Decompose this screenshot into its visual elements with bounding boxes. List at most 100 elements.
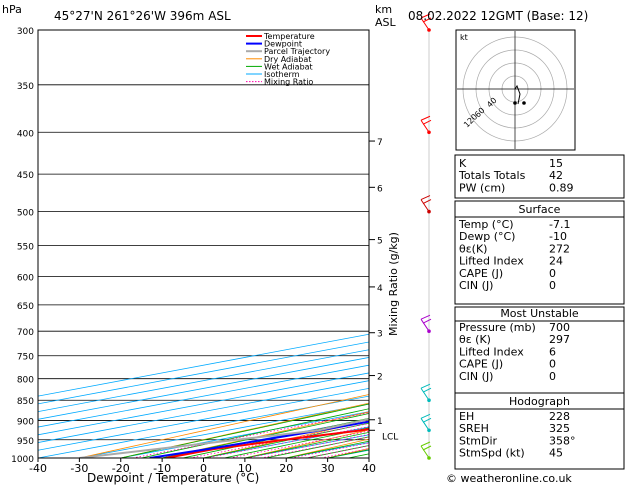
most-unstable-row-value: 6 — [549, 345, 556, 358]
legend-entry: Mixing Ratio — [264, 78, 313, 87]
x-tick-label: -30 — [70, 462, 88, 475]
surface-row-label: θε(K) — [459, 242, 487, 255]
km-tick-label: 5 — [377, 237, 383, 247]
index-row-value: 0.89 — [549, 181, 574, 194]
most-unstable-row-label: Lifted Index — [459, 345, 524, 358]
pressure-tick-label: 750 — [17, 353, 34, 363]
wind-barb-staff — [420, 119, 430, 133]
wind-barb-staff — [420, 199, 430, 212]
wind-barb-flag — [420, 413, 431, 419]
indices-box — [454, 154, 625, 199]
legend-entry: Dewpoint — [264, 40, 302, 49]
pressure-tick-label: 550 — [17, 242, 34, 252]
surface-row-label: Lifted Index — [459, 255, 524, 268]
pressure-tick-label: 850 — [17, 397, 34, 407]
axes: 3003504004505005506006507007508008509009… — [11, 27, 398, 475]
wet-adiabat-line — [162, 413, 369, 458]
pressure-unit: hPa — [2, 3, 22, 16]
most-unstable-title: Most Unstable — [500, 307, 579, 320]
km-unit: km — [375, 3, 392, 16]
hodograph-table-row-label: StmDir — [459, 434, 498, 447]
isotherm-line — [38, 341, 369, 405]
isotherm-line — [38, 333, 369, 397]
most-unstable-row-label: θε (K) — [459, 333, 491, 346]
most-unstable-row-value: 0 — [549, 370, 556, 383]
surface-row-value: 0 — [549, 279, 556, 292]
surface-row-value: 272 — [549, 242, 570, 255]
x-tick-label: 0 — [200, 462, 207, 475]
index-row-value: 42 — [549, 169, 563, 182]
wind-barb-flag — [420, 441, 431, 447]
lcl-label: LCL — [382, 432, 398, 442]
pressure-tick-label: 600 — [17, 273, 34, 283]
km-tick-label: 6 — [377, 184, 383, 194]
hodograph-table-row-value: 325 — [549, 422, 570, 435]
wind-barb-flag — [422, 119, 432, 125]
isotherm-line — [38, 357, 369, 420]
legend-entry: Wet Adiabat — [264, 62, 313, 71]
wind-barb-staff — [420, 418, 430, 431]
hodograph-table-title: Hodograph — [509, 395, 570, 408]
surface-row-label: CAPE (J) — [459, 267, 503, 280]
pressure-tick-label: 450 — [17, 171, 34, 181]
most-unstable-row-label: CAPE (J) — [459, 358, 503, 371]
mixing-ratio-line — [229, 430, 369, 458]
pressure-tick-label: 350 — [17, 82, 34, 92]
mixing-ratio-axis-label: Mixing Ratio (g/kg) — [387, 232, 400, 336]
dry-adiabat-line — [120, 402, 369, 458]
dewpoint-line — [149, 420, 369, 458]
wind-barb-flag — [420, 13, 431, 19]
x-tick-label: 30 — [321, 462, 335, 475]
wind-barb-flag — [422, 17, 432, 23]
asl-unit: ASL — [375, 16, 397, 29]
mixing-ratio-line — [132, 412, 369, 458]
km-tick-label: 3 — [377, 330, 383, 340]
surface-title: Surface — [519, 203, 561, 216]
x-axis-label: Dewpoint / Temperature (°C) — [87, 471, 259, 485]
x-tick-label: 10 — [238, 462, 252, 475]
surface-row-label: Temp (°C) — [458, 218, 514, 231]
wind-barb-flag — [422, 417, 432, 423]
surface-box — [454, 200, 625, 305]
pressure-tick-label: 500 — [17, 209, 34, 219]
hodograph-table-row-label: SREH — [459, 422, 489, 435]
hodograph-storm-motion — [522, 101, 526, 105]
datetime-title: 08.02.2022 12GMT (Base: 12) — [408, 9, 588, 23]
most-unstable-row-value: 700 — [549, 321, 570, 334]
wind-barb-flag — [422, 199, 432, 205]
hodograph-point — [513, 101, 517, 105]
mixing-ratio-line — [189, 423, 369, 458]
index-row-label: K — [459, 157, 467, 170]
pressure-tick-label: 400 — [17, 129, 34, 139]
wind-barb-staff — [420, 17, 430, 31]
most-unstable-row-value: 297 — [549, 333, 570, 346]
pressure-tick-label: 700 — [17, 328, 34, 338]
most-unstable-box — [454, 306, 625, 398]
wind-barb-flag — [422, 445, 432, 451]
wind-barb-flag — [420, 314, 431, 320]
indices-tables: K 15 Totals Totals 42 PW (cm) 0.89 Surface Temp… — [454, 154, 625, 470]
wind-barb-staff — [420, 318, 430, 332]
dry-adiabat-line — [162, 411, 369, 458]
hodograph-trace — [514, 84, 521, 105]
index-row-value: 15 — [549, 157, 563, 170]
location-title: 45°27'N 261°26'W 396m ASL — [54, 9, 231, 23]
x-tick-label: 40 — [362, 462, 376, 475]
x-tick-label: -20 — [112, 462, 130, 475]
hodograph-table-row-value: 358° — [549, 434, 576, 447]
pressure-tick-label: 300 — [17, 27, 34, 37]
pressure-tick-label: 950 — [17, 437, 34, 447]
wet-adiabat-line — [120, 403, 369, 458]
isotherm-line — [38, 380, 369, 443]
most-unstable-row-label: Pressure (mb) — [459, 321, 536, 334]
pressure-tick-label: 1000 — [11, 455, 34, 465]
hodograph-table-row-value: 228 — [549, 410, 570, 423]
isotherm-line — [38, 364, 369, 428]
surface-row-value: 24 — [549, 255, 563, 268]
legend-entry: Isotherm — [264, 70, 300, 79]
hodograph-table-box — [454, 392, 625, 470]
index-row-label: Totals Totals — [458, 169, 526, 182]
legend-entry: Dry Adiabat — [264, 55, 311, 64]
x-tick-label: -10 — [153, 462, 171, 475]
